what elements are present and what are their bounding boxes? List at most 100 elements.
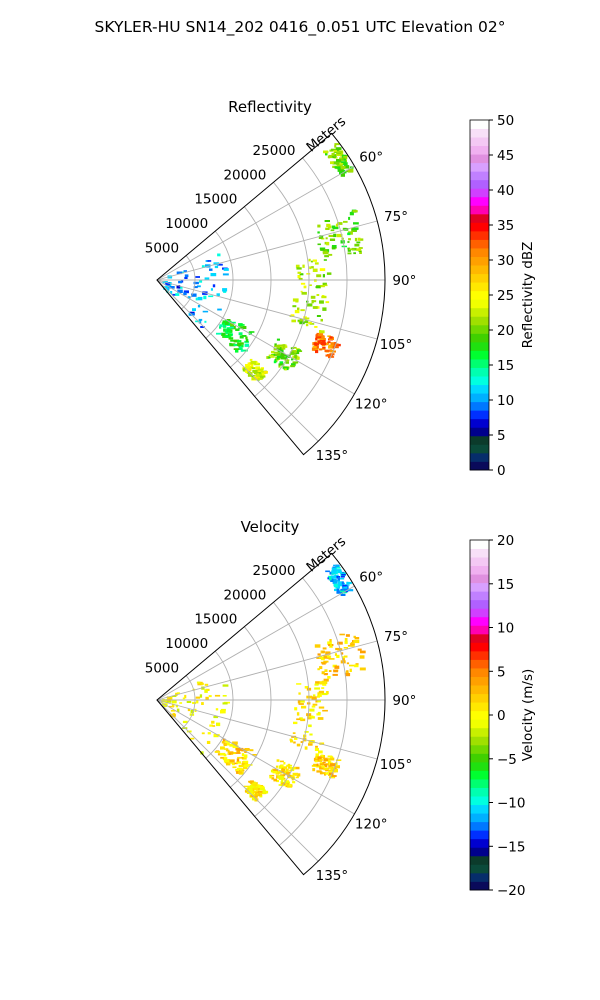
echo-gate (222, 273, 229, 276)
colorbar-tick-label: 10 (497, 393, 514, 409)
echo-gate (214, 694, 221, 697)
echo-gate (308, 724, 312, 728)
echo-gate (192, 308, 196, 311)
echo-gate (257, 368, 264, 371)
echo-gate (311, 266, 314, 269)
colorbar-segment (470, 410, 489, 420)
echo-gate (334, 342, 337, 346)
echo-gate (237, 771, 242, 774)
echo-gate (220, 752, 226, 756)
velocity-panel: Velocity 5000 10000 15000 20000 25000 60° 75° 9… (145, 518, 536, 899)
echo-gate (184, 694, 187, 699)
echo-gate (255, 366, 260, 370)
range-tick-label: 5000 (145, 661, 179, 677)
echo-gate (247, 362, 251, 365)
echo-gate (276, 338, 280, 341)
echo-gate (176, 271, 183, 275)
echo-gate (307, 716, 312, 720)
echo-gate (253, 372, 257, 375)
azimuth-tick-label: 105° (380, 757, 413, 773)
colorbar-segment (470, 650, 489, 660)
echo-gate (316, 294, 320, 296)
echo-gate (249, 358, 253, 361)
colorbar-segment (470, 557, 489, 567)
echo-gate (175, 293, 180, 296)
echo-gate (222, 320, 228, 323)
echo-gate (289, 774, 294, 779)
echo-gate (327, 755, 333, 758)
echo-gate (291, 363, 296, 367)
echo-gate (241, 762, 245, 766)
echo-gate (280, 352, 285, 356)
echo-gate (198, 318, 203, 321)
echo-gate (220, 756, 224, 759)
colorbar-segment (470, 341, 489, 351)
echo-gate (202, 310, 209, 313)
colorbar-segment (470, 693, 489, 703)
echo-gate (323, 768, 329, 771)
echo-gate (284, 345, 288, 348)
echo-gate (318, 690, 324, 694)
colorbar-segment (470, 855, 489, 865)
range-tick-label: 25000 (253, 563, 296, 579)
echo-gate (349, 248, 355, 250)
echo-feature (266, 338, 303, 371)
echo-gate (262, 790, 269, 794)
azimuth-tick-label: 120° (355, 817, 388, 833)
echo-gate (225, 331, 229, 335)
range-tick-label: 25000 (253, 143, 296, 159)
echo-gate (318, 655, 323, 659)
echo-gate (219, 326, 222, 329)
echo-gate (317, 692, 321, 696)
echo-gate (330, 161, 334, 165)
echo-gate (238, 323, 243, 327)
echo-gate (322, 682, 327, 686)
echo-gate (314, 748, 319, 751)
echo-gate (278, 363, 285, 366)
echo-feature (289, 258, 332, 334)
echo-gate (344, 586, 348, 590)
echo-gate (248, 331, 252, 335)
echo-gate (324, 669, 328, 672)
echo-gate (339, 577, 345, 580)
echo-gate (296, 743, 301, 747)
range-ring (229, 626, 272, 788)
echo-gate (270, 356, 275, 358)
echo-gate (309, 284, 312, 286)
colorbar-segment (470, 290, 489, 300)
echo-gate (315, 700, 318, 703)
echo-gate (359, 667, 366, 671)
colorbar-label: Reflectivity dBZ (520, 242, 536, 349)
echo-gate (204, 683, 209, 686)
echo-gate (334, 166, 341, 169)
echo-gate (225, 742, 230, 746)
echo-gate (257, 787, 260, 790)
echo-gate (328, 658, 335, 660)
echo-gate (328, 253, 333, 256)
colorbar-tick-label: −10 (497, 796, 526, 812)
echo-gate (184, 277, 188, 279)
echo-gate (251, 787, 256, 790)
echo-gate (232, 745, 239, 749)
echo-gate (323, 660, 329, 663)
echo-gate (170, 710, 176, 712)
colorbar-segment (470, 847, 489, 857)
echo-gate (341, 581, 344, 585)
echo-gate (328, 354, 331, 359)
echo-gate (352, 210, 358, 213)
echo-gate (333, 669, 339, 673)
colorbar-tick-label: −15 (497, 839, 526, 855)
colorbar-segment (470, 821, 489, 831)
echo-gate (330, 229, 335, 232)
echo-gate (337, 641, 343, 645)
echo-gate (240, 349, 244, 352)
echo-feature (242, 358, 268, 381)
echo-gate (328, 764, 332, 768)
echo-gate (213, 734, 220, 737)
echo-gate (342, 658, 345, 662)
echo-gate (329, 644, 333, 647)
colorbar-label: Velocity (m/s) (520, 669, 536, 762)
echo-gate (358, 247, 363, 249)
echo-gate (208, 295, 214, 298)
echo-gate (209, 724, 213, 727)
